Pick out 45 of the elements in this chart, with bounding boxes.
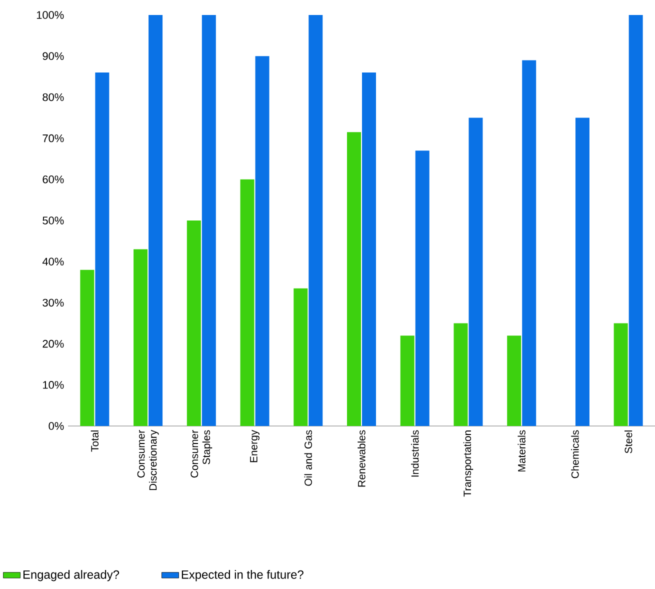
bar: [614, 323, 628, 426]
bar: [468, 118, 483, 426]
bar: [186, 220, 201, 426]
x-tick-label: Steel: [624, 430, 632, 454]
x-tick-label: Chemicals: [571, 430, 579, 478]
bar: [628, 14, 643, 426]
y-tick-label: 0%: [48, 422, 64, 430]
y-tick-label: 50%: [42, 216, 64, 224]
bar: [308, 14, 323, 426]
y-tick-label: 30%: [42, 298, 64, 307]
bar: [454, 323, 468, 426]
x-tick-label: Industrials: [411, 430, 419, 477]
x-tick-label: Oil and Gas: [304, 430, 312, 486]
bar: [80, 270, 94, 426]
y-tick-label: 80%: [42, 93, 64, 102]
x-tick-label: Consumer Staples: [190, 430, 212, 478]
bar: [202, 14, 216, 426]
x-tick-label: Energy: [250, 430, 260, 462]
bar: [95, 72, 110, 426]
bar: [347, 132, 362, 426]
bar: [240, 179, 254, 426]
bar: [415, 150, 430, 426]
bar: [522, 60, 536, 426]
x-tick-label: Consumer Discretionary: [137, 430, 159, 490]
x-tick-label: Materials: [518, 430, 526, 472]
y-tick-label: 40%: [42, 258, 64, 266]
bar: [148, 14, 163, 426]
bar: [362, 72, 376, 426]
x-tick-label: Renewables: [358, 430, 366, 487]
y-tick-label: 10%: [43, 381, 64, 389]
y-tick-label: 100%: [36, 11, 64, 19]
bar: [134, 249, 148, 426]
x-tick-label: Total: [90, 430, 99, 452]
bar: [294, 288, 308, 426]
bar: [507, 336, 522, 426]
y-tick-label: 20%: [42, 340, 64, 348]
y-tick-label: 60%: [42, 176, 64, 184]
x-tick-label: Transportation: [463, 430, 474, 497]
bar: [255, 56, 270, 426]
y-tick-label: 90%: [42, 52, 64, 60]
y-tick-label: 70%: [42, 134, 64, 142]
legend-label: Expected in the future?: [182, 570, 304, 582]
bar: [400, 336, 414, 426]
legend-label: Engaged already?: [23, 570, 120, 582]
bar: [575, 118, 590, 426]
